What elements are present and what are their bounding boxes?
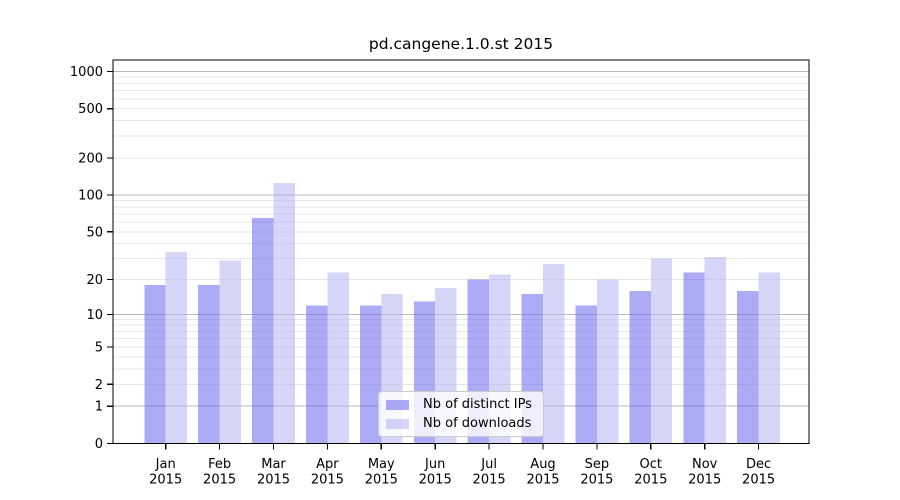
- bar-downloads-apr: [327, 272, 349, 444]
- y-tick-label-1000: 1000: [70, 65, 103, 80]
- bar-downloads-dec: [758, 272, 780, 444]
- bar-distinct-ips-sep: [575, 305, 597, 444]
- bar-downloads-aug: [543, 264, 565, 444]
- x-tick-label-nov: Nov: [692, 457, 718, 472]
- bar-distinct-ips-oct: [629, 290, 651, 444]
- x-tick-year-jun: 2015: [419, 473, 452, 488]
- x-tick-year-jan: 2015: [149, 473, 182, 488]
- y-tick-label-500: 500: [78, 102, 103, 117]
- y-tick-label-1: 1: [95, 400, 103, 415]
- bar-downloads-nov: [704, 256, 727, 444]
- x-tick-year-jul: 2015: [473, 473, 506, 488]
- x-tick-year-oct: 2015: [634, 473, 667, 488]
- bar-distinct-ips-jan: [144, 284, 166, 444]
- bar-downloads-mar: [273, 183, 295, 444]
- bar-downloads-oct: [650, 258, 673, 444]
- y-tick-label-5: 5: [95, 341, 103, 356]
- chart-title: pd.cangene.1.0.st 2015: [368, 35, 554, 53]
- x-tick-year-nov: 2015: [688, 473, 721, 488]
- x-tick-label-aug: Aug: [530, 457, 555, 472]
- y-tick-label-10: 10: [86, 308, 103, 323]
- x-tick-label-may: May: [368, 457, 395, 472]
- x-tick-label-dec: Dec: [746, 457, 771, 472]
- y-tick-label-0: 0: [95, 437, 103, 452]
- plot-frame: [112, 59, 810, 445]
- bar-distinct-ips-mar: [252, 217, 274, 444]
- x-tick-label-jun: Jun: [424, 457, 445, 472]
- y-tick-label-50: 50: [86, 225, 103, 240]
- y-tick-label-20: 20: [86, 273, 103, 288]
- x-tick-year-apr: 2015: [311, 473, 344, 488]
- legend-label-distinct-ips: Nb of distinct IPs: [423, 397, 532, 412]
- legend-swatch-distinct-ips: [386, 399, 409, 410]
- y-tick-label-2: 2: [95, 378, 103, 393]
- x-tick-label-feb: Feb: [208, 457, 231, 472]
- x-tick-label-sep: Sep: [585, 457, 610, 472]
- x-tick-label-apr: Apr: [316, 457, 339, 472]
- x-tick-year-sep: 2015: [580, 473, 613, 488]
- bar-distinct-ips-dec: [737, 290, 759, 444]
- x-tick-label-oct: Oct: [640, 457, 662, 472]
- bars-layer: [144, 183, 780, 444]
- legend-item-downloads: Nb of downloads: [386, 416, 536, 431]
- y-tick-label-100: 100: [78, 188, 103, 203]
- bar-downloads-feb: [219, 260, 241, 444]
- x-tick-year-mar: 2015: [257, 473, 290, 488]
- x-tick-label-mar: Mar: [261, 457, 286, 472]
- legend: Nb of distinct IPs Nb of downloads: [378, 391, 544, 437]
- x-tick-label-jan: Jan: [155, 457, 176, 472]
- bar-distinct-ips-nov: [683, 272, 705, 444]
- x-tick-year-aug: 2015: [526, 473, 559, 488]
- axes-layer: 01251020501002005001000Jan2015Feb2015Mar…: [70, 59, 810, 488]
- y-tick-label-200: 200: [78, 151, 103, 166]
- legend-label-downloads: Nb of downloads: [423, 416, 532, 431]
- x-tick-year-feb: 2015: [203, 473, 236, 488]
- x-tick-label-jul: Jul: [480, 457, 497, 472]
- bar-distinct-ips-feb: [198, 284, 220, 444]
- bar-distinct-ips-may: [359, 305, 382, 444]
- x-tick-year-dec: 2015: [742, 473, 775, 488]
- x-tick-year-may: 2015: [365, 473, 398, 488]
- legend-item-distinct-ips: Nb of distinct IPs: [386, 397, 536, 412]
- legend-swatch-downloads: [386, 418, 409, 429]
- bar-downloads-sep: [596, 279, 619, 444]
- bar-downloads-jan: [165, 252, 188, 444]
- bar-distinct-ips-apr: [306, 305, 328, 444]
